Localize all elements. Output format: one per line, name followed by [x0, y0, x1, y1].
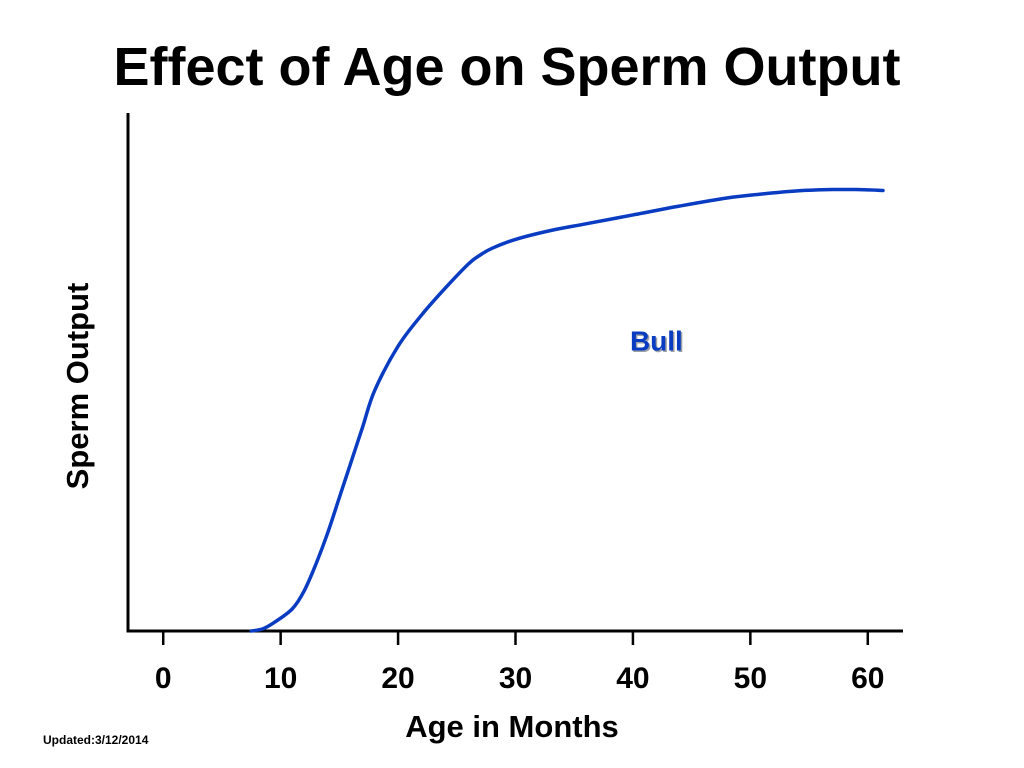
series-line-bull [249, 187, 885, 633]
axis-labels: Age in Months Sperm Output [60, 283, 619, 744]
updated-note: Updated:3/12/2014 [43, 733, 149, 747]
x-tick-label: 40 [616, 662, 649, 695]
x-tick-label: 60 [851, 662, 884, 695]
x-tick-label: 0 [155, 662, 172, 695]
x-tick-label: 10 [264, 662, 297, 695]
x-tick-label: 20 [381, 662, 414, 695]
x-axis-label: Age in Months [405, 709, 619, 744]
series-annotation-label: Bull [630, 326, 683, 357]
chart-title: Effect of Age on Sperm Output [113, 37, 901, 97]
x-tick-label: 30 [499, 662, 532, 695]
y-axis-label: Sperm Output [60, 283, 95, 490]
series-layer [249, 187, 885, 633]
x-ticks: 0 10 20 30 40 50 60 [155, 631, 884, 695]
annotation-shadow: Bull [631, 327, 684, 358]
x-tick-label: 50 [734, 662, 767, 695]
